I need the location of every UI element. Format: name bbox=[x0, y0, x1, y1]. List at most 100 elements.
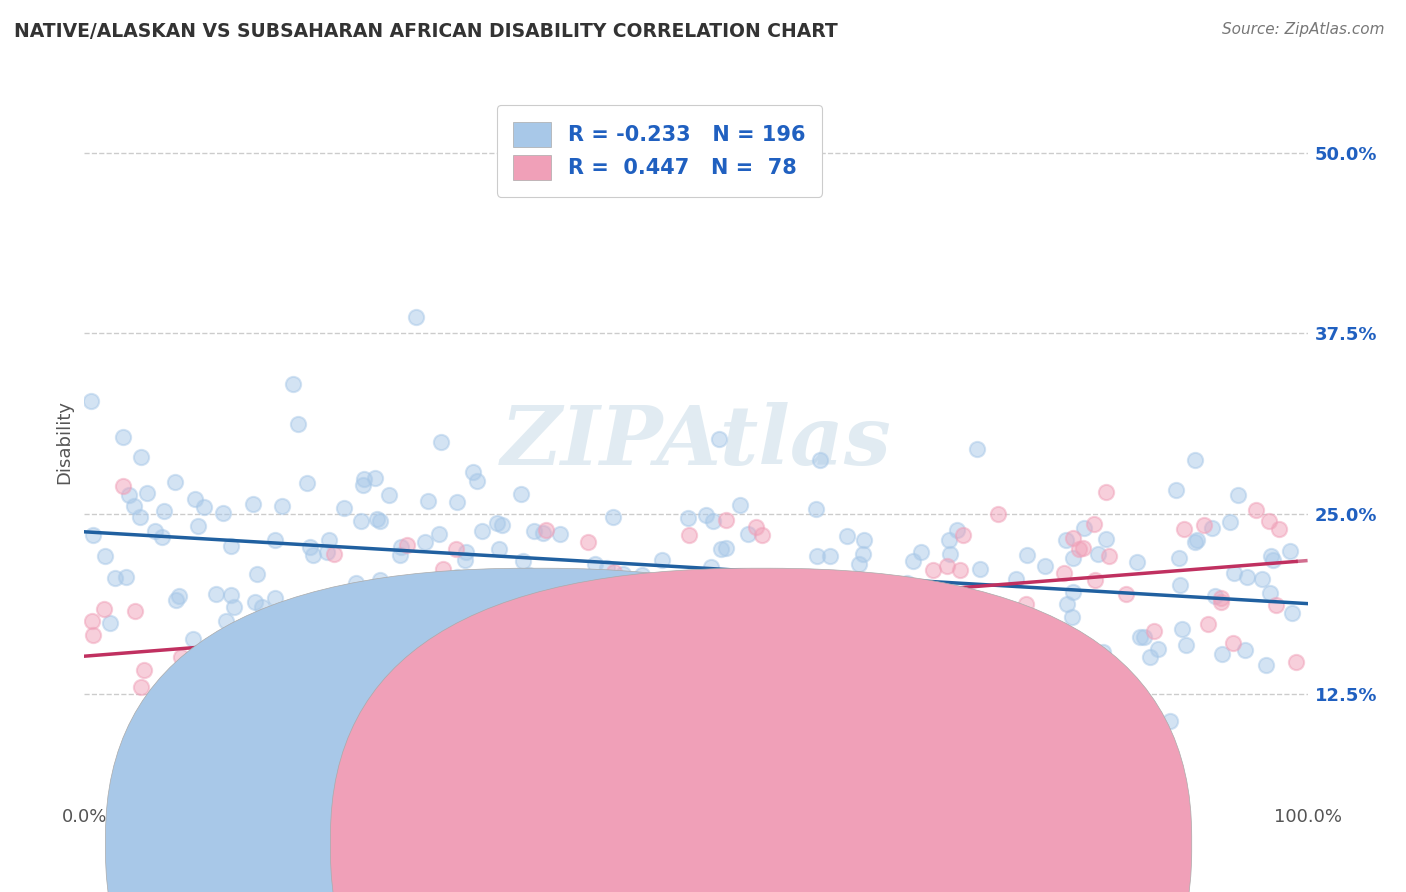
Point bbox=[1257, 514, 1279, 528]
Point bbox=[212, 506, 235, 520]
Point bbox=[728, 498, 751, 512]
Point bbox=[721, 619, 744, 633]
Point bbox=[145, 524, 167, 539]
Point bbox=[437, 661, 460, 675]
Point bbox=[388, 549, 411, 563]
Point bbox=[806, 549, 828, 563]
Point bbox=[759, 576, 782, 591]
Point bbox=[1209, 594, 1232, 608]
Point bbox=[534, 696, 557, 710]
Point bbox=[716, 513, 738, 527]
Point bbox=[1222, 566, 1244, 580]
Point bbox=[557, 666, 579, 681]
Point bbox=[187, 518, 209, 533]
Point bbox=[98, 616, 121, 631]
Point bbox=[1222, 636, 1244, 650]
Point bbox=[835, 529, 858, 543]
Point bbox=[856, 595, 879, 609]
Point bbox=[295, 476, 318, 491]
Point bbox=[1054, 533, 1077, 548]
Point bbox=[333, 501, 356, 516]
Point bbox=[896, 605, 918, 619]
Point bbox=[270, 500, 292, 514]
Point bbox=[651, 552, 673, 566]
Point bbox=[444, 541, 467, 556]
Point bbox=[352, 478, 374, 492]
Point bbox=[534, 523, 557, 537]
Point bbox=[714, 653, 737, 667]
Point bbox=[1197, 617, 1219, 632]
Point bbox=[353, 472, 375, 486]
Point bbox=[1146, 642, 1168, 657]
Point bbox=[644, 671, 666, 685]
Point bbox=[853, 533, 876, 547]
Point bbox=[1062, 551, 1084, 566]
Point bbox=[716, 541, 738, 555]
Point bbox=[471, 598, 494, 612]
Point bbox=[215, 614, 238, 628]
Point bbox=[796, 590, 818, 604]
Point bbox=[1219, 515, 1241, 529]
Point bbox=[128, 509, 150, 524]
Point bbox=[713, 643, 735, 657]
Point bbox=[454, 553, 477, 567]
Point bbox=[1018, 610, 1040, 624]
Point bbox=[134, 663, 156, 677]
Point bbox=[366, 512, 388, 526]
Point bbox=[165, 592, 187, 607]
Point bbox=[501, 590, 523, 604]
Point bbox=[471, 524, 494, 539]
Point bbox=[745, 520, 768, 534]
Point bbox=[344, 575, 367, 590]
Point bbox=[378, 487, 401, 501]
Point bbox=[131, 680, 153, 694]
Point bbox=[246, 567, 269, 582]
Point bbox=[702, 514, 724, 528]
Point bbox=[523, 524, 546, 539]
Point bbox=[430, 611, 453, 625]
Point bbox=[1062, 531, 1084, 545]
Point bbox=[1234, 643, 1257, 657]
Point bbox=[946, 523, 969, 537]
Point bbox=[111, 430, 134, 444]
Point bbox=[688, 609, 710, 624]
Point bbox=[862, 625, 884, 640]
Point bbox=[278, 670, 301, 684]
Point bbox=[922, 563, 945, 577]
Point bbox=[1260, 586, 1282, 600]
Point bbox=[381, 592, 404, 607]
Point bbox=[512, 554, 534, 568]
Point bbox=[846, 585, 869, 599]
Point bbox=[1073, 520, 1095, 534]
Point bbox=[1285, 655, 1308, 669]
Point bbox=[1056, 598, 1078, 612]
Point bbox=[969, 562, 991, 576]
Point bbox=[80, 393, 103, 408]
Legend: R = -0.233   N = 196, R =  0.447   N =  78: R = -0.233 N = 196, R = 0.447 N = 78 bbox=[496, 105, 821, 196]
Point bbox=[1209, 591, 1232, 606]
Point bbox=[413, 535, 436, 549]
Point bbox=[205, 587, 228, 601]
Point bbox=[360, 583, 382, 598]
Point bbox=[848, 558, 870, 572]
Point bbox=[583, 557, 606, 571]
Point bbox=[1244, 503, 1267, 517]
Point bbox=[1185, 533, 1208, 547]
Point bbox=[612, 567, 634, 582]
Point bbox=[441, 587, 464, 601]
Point bbox=[1091, 645, 1114, 659]
Point bbox=[548, 527, 571, 541]
Point bbox=[1133, 630, 1156, 644]
Point bbox=[457, 636, 479, 650]
Point bbox=[1129, 630, 1152, 644]
Point bbox=[1261, 553, 1284, 567]
Point bbox=[446, 570, 468, 584]
Point bbox=[848, 778, 870, 792]
Point bbox=[737, 583, 759, 598]
Point bbox=[332, 596, 354, 610]
Point bbox=[695, 508, 717, 523]
Point bbox=[333, 711, 356, 725]
Point bbox=[429, 435, 451, 450]
Point bbox=[405, 310, 427, 325]
Point bbox=[432, 562, 454, 576]
